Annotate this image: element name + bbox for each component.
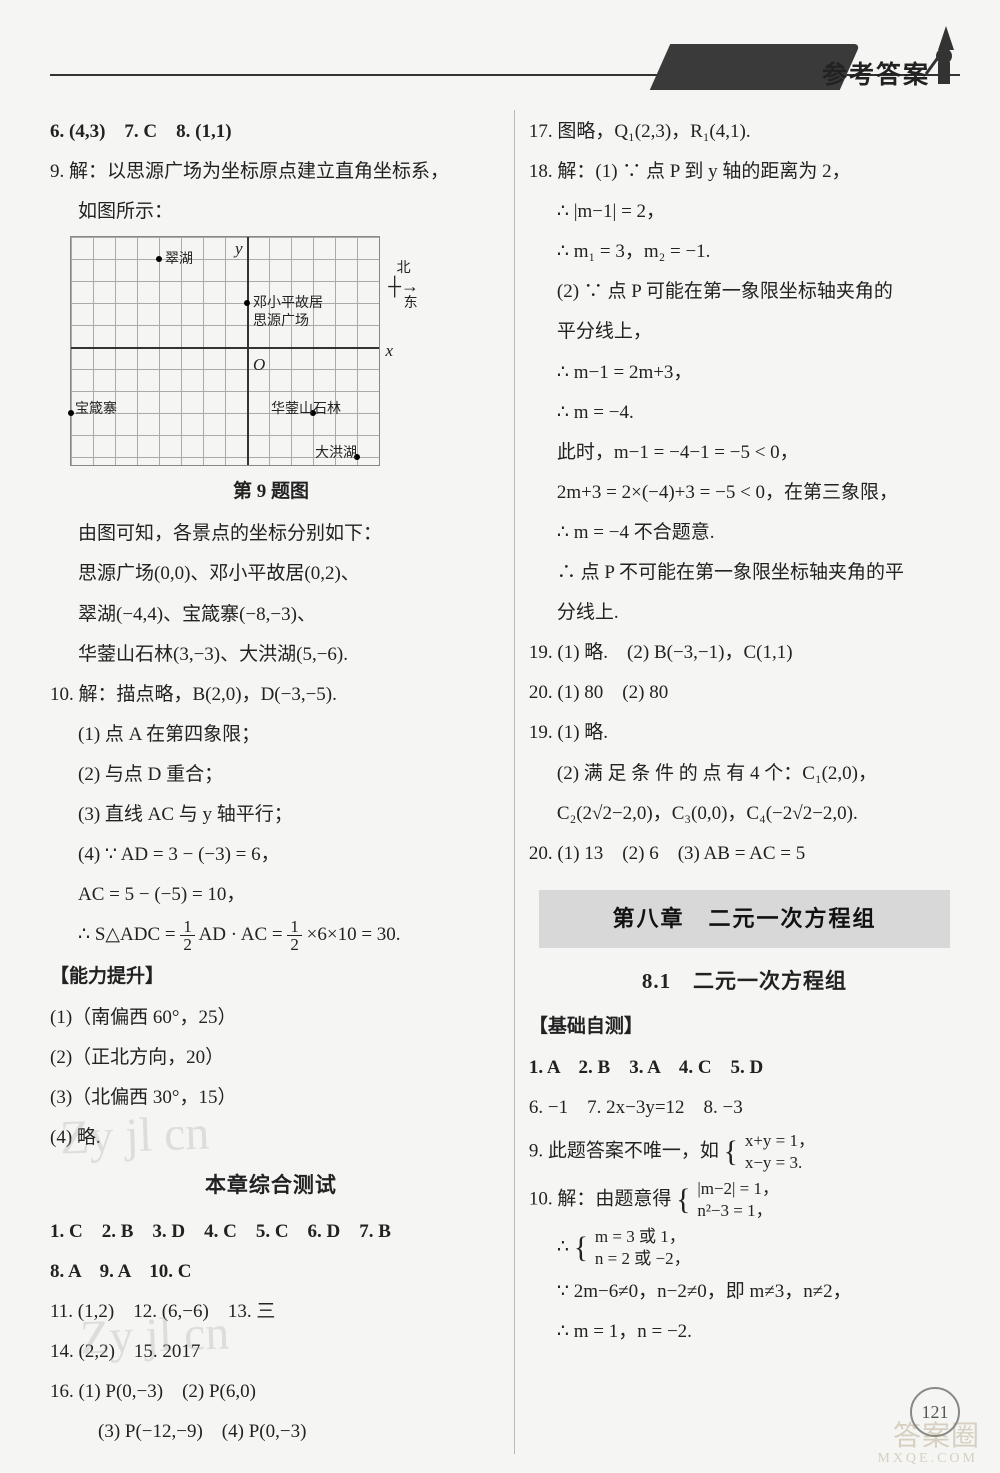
b5-s1: m = 3 或 1，: [595, 1226, 691, 1248]
r18: 18. 解：(1) ∵ 点 P 到 y 轴的距离为 2，: [529, 154, 960, 190]
ab-3: (3)（北偏西 30°，15）: [50, 1080, 492, 1116]
q9-l7: 华蓥山石林(3,−3)、大洪湖(5,−6).: [50, 637, 492, 673]
q9-l6: 翠湖(−4,4)、宝箴寨(−8,−3)、: [50, 597, 492, 633]
b4-s1: |m−2| = 1，: [697, 1178, 779, 1200]
ability-heading: 【能力提升】: [50, 959, 492, 995]
q9-l4: 由图可知，各景点的坐标分别如下：: [50, 516, 492, 552]
brace-icon: {: [724, 1140, 738, 1164]
r18-conc2: 分线上.: [529, 595, 960, 631]
ct-5: 16. (1) P(0,−3) (2) P(6,0): [50, 1374, 492, 1410]
b5-system: m = 3 或 1， n = 2 或 −2，: [595, 1226, 691, 1270]
chapter8-band: 第八章 二元一次方程组: [539, 890, 950, 948]
r19b-2: (2) 满 足 条 件 的 点 有 4 个：C₁(2,0)，: [529, 756, 960, 792]
q10-2: (2) 与点 D 重合；: [50, 757, 492, 793]
r20: 20. (1) 80 (2) 80: [529, 675, 960, 711]
wizard-icon: [908, 24, 968, 94]
ct-2: 8. A 9. A 10. C: [50, 1254, 492, 1290]
r17: 17. 图略，Q₁(2,3)，R₁(4,1).: [529, 114, 960, 150]
r19: 19. (1) 略. (2) B(−3,−1)，C(1,1): [529, 635, 960, 671]
q10-stem: 10. 解：描点略，B(2,0)，D(−3,−5).: [50, 677, 492, 713]
r18-now: 此时，m−1 = −4−1 = −5 < 0，: [529, 435, 960, 471]
content-columns: 6. (4,3) 7. C 8. (1,1) 9. 解：以思源广场为坐标原点建立…: [50, 110, 960, 1454]
origin-label: O: [253, 349, 265, 381]
pt-cuihu: [156, 256, 162, 262]
page-header: 参考答案: [50, 30, 960, 100]
ab-2: (2)（正北方向，20）: [50, 1040, 492, 1076]
b3-s2: x−y = 3.: [745, 1152, 815, 1174]
r18-2b: 平分线上，: [529, 314, 960, 350]
q9-l5: 思源广场(0,0)、邓小平故居(0,2)、: [50, 556, 492, 592]
lbl-cuihu: 翠湖: [165, 247, 193, 274]
q10-4: (4) ∵ AD = 3 − (−3) = 6，: [50, 837, 492, 873]
area-post: ×6×10 = 30.: [307, 924, 401, 945]
r18-eq: ∴ m−1 = 2m+3，: [529, 355, 960, 391]
lbl-baozhen: 宝箴寨: [75, 397, 117, 424]
r20b: 20. (1) 13 (2) 6 (3) AB = AC = 5: [529, 836, 960, 872]
r18-m: ∴ m₁ = 3，m₂ = −1.: [529, 234, 960, 270]
ab-4: (4) 略.: [50, 1120, 492, 1156]
compass-icon: 北 ┼→ 东: [388, 261, 419, 312]
corner-watermark-sub: MXQE.COM: [877, 1446, 978, 1473]
sec-8-1: 8.1 二元一次方程组: [529, 962, 960, 1002]
b-2: 6. −1 7. 2x−3y=12 8. −3: [529, 1090, 960, 1126]
b-1: 1. A 2. B 3. A 4. C 5. D: [529, 1050, 960, 1086]
b4-pre: 10. 解：由题意得: [529, 1188, 672, 1209]
b3-pre: 9. 此题答案不唯一，如: [529, 1140, 719, 1161]
ct-1: 1. C 2. B 3. D 4. C 5. C 6. D 7. B: [50, 1214, 492, 1250]
r18-conc1: ∴ 点 P 不可能在第一象限坐标轴夹角的平: [529, 555, 960, 591]
b-5: ∴ { m = 3 或 1， n = 2 或 −2，: [529, 1226, 960, 1270]
b-4: 10. 解：由题意得 { |m−2| = 1， n²−3 = 1，: [529, 1178, 960, 1222]
area-mid: AD · AC =: [199, 924, 288, 945]
ans-6-8: 6. (4,3) 7. C 8. (1,1): [50, 114, 492, 150]
b-7: ∴ m = 1，n = −2.: [529, 1314, 960, 1350]
r19b: 19. (1) 略.: [529, 715, 960, 751]
ct-3: 11. (1,2) 12. (6,−6) 13. 三: [50, 1294, 492, 1330]
axis-x: [71, 347, 379, 349]
brace-icon-2: {: [676, 1188, 690, 1212]
q10-ac: AC = 5 − (−5) = 10，: [50, 877, 492, 913]
compass-north: 北: [388, 261, 419, 276]
r18-bad: ∴ m = −4 不合题意.: [529, 515, 960, 551]
q10-area: ∴ S△ADC = 12 AD · AC = 12 ×6×10 = 30.: [50, 917, 492, 953]
q10-3: (3) 直线 AC 与 y 轴平行；: [50, 797, 492, 833]
fig-caption: 第 9 题图: [50, 474, 492, 510]
lbl-huaying: 华蓥山石林: [271, 397, 341, 424]
b5-pre: ∴: [557, 1237, 574, 1258]
r18-2m: 2m+3 = 2×(−4)+3 = −5 < 0，在第三象限，: [529, 475, 960, 511]
b-3: 9. 此题答案不唯一，如 { x+y = 1， x−y = 3.: [529, 1130, 960, 1174]
r18-abs: ∴ |m−1| = 2，: [529, 194, 960, 230]
right-column: 17. 图略，Q₁(2,3)，R₁(4,1). 18. 解：(1) ∵ 点 P …: [514, 110, 960, 1454]
b3-s1: x+y = 1，: [745, 1130, 815, 1152]
ct-4: 14. (2,2) 15. 2017: [50, 1334, 492, 1370]
y-axis-label: y: [235, 233, 243, 265]
brace-icon-3: {: [574, 1236, 588, 1260]
area-pre: ∴ S△ADC =: [78, 924, 180, 945]
b3-system: x+y = 1， x−y = 3.: [745, 1130, 815, 1174]
axis-y: [247, 237, 249, 465]
r19b-3: C₂(2√2−2,0)，C₃(0,0)，C₄(−2√2−2,0).: [529, 796, 960, 832]
pt-baozhen: [68, 410, 74, 416]
chapter-test-heading: 本章综合测试: [50, 1166, 492, 1206]
q10-1: (1) 点 A 在第四象限；: [50, 717, 492, 753]
x-axis-label: x: [385, 335, 393, 367]
b-6: ∵ 2m−6≠0，n−2≠0，即 m≠3，n≠2，: [529, 1274, 960, 1310]
b4-system: |m−2| = 1， n²−3 = 1，: [697, 1178, 779, 1222]
q9-figure: O x y 北 ┼→ 东 翠湖 邓小平故居 思源广场 宝箴寨 华蓥山石林 大洪湖: [70, 236, 380, 466]
ct-6: (3) P(−12,−9) (4) P(0,−3): [50, 1414, 492, 1450]
b5-s2: n = 2 或 −2，: [595, 1248, 691, 1270]
q9-stem: 9. 解：以思源广场为坐标原点建立直角坐标系，: [50, 154, 492, 190]
frac-half-2: 12: [287, 918, 302, 953]
frac-half-1: 12: [180, 918, 195, 953]
ab-1: (1)（南偏西 60°，25）: [50, 1000, 492, 1036]
basis-heading: 【基础自测】: [529, 1009, 960, 1045]
left-column: 6. (4,3) 7. C 8. (1,1) 9. 解：以思源广场为坐标原点建立…: [50, 110, 496, 1454]
lbl-siyuan: 思源广场: [253, 309, 309, 336]
lbl-dahong: 大洪湖: [315, 441, 357, 468]
r18-m4: ∴ m = −4.: [529, 395, 960, 431]
compass-east: 东: [404, 296, 418, 311]
b4-s2: n²−3 = 1，: [697, 1200, 779, 1222]
r18-2a: (2) ∵ 点 P 可能在第一象限坐标轴夹角的: [529, 274, 960, 310]
pt-deng: [244, 300, 250, 306]
q9-stem2: 如图所示：: [50, 194, 492, 230]
